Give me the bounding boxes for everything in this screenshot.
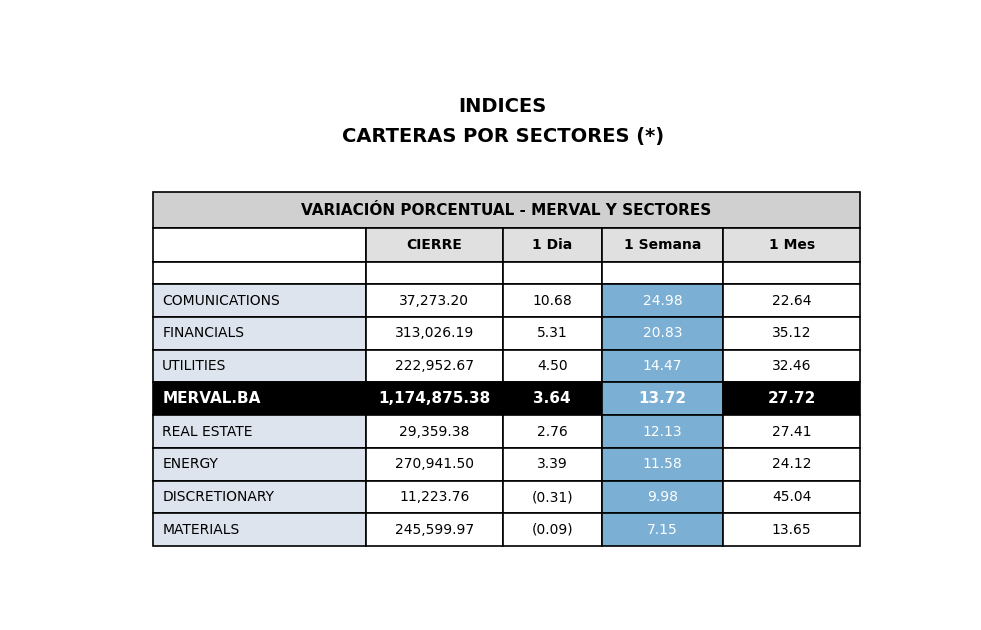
Bar: [153, 382, 366, 415]
Text: 35.12: 35.12: [772, 326, 811, 340]
Bar: [723, 229, 860, 262]
Bar: [601, 284, 723, 317]
Text: UTILITIES: UTILITIES: [162, 359, 227, 373]
Bar: [153, 262, 366, 284]
Bar: [601, 317, 723, 350]
Text: 22.64: 22.64: [772, 294, 811, 307]
Bar: [601, 382, 723, 415]
Text: (0.31): (0.31): [532, 490, 573, 504]
Bar: [503, 317, 601, 350]
Bar: [723, 513, 860, 546]
Bar: [601, 415, 723, 448]
Text: COMUNICATIONS: COMUNICATIONS: [162, 294, 280, 307]
Text: INDICES: INDICES: [459, 98, 546, 117]
Text: 20.83: 20.83: [643, 326, 682, 340]
Text: DISCRETIONARY: DISCRETIONARY: [162, 490, 274, 504]
Bar: [503, 382, 601, 415]
Text: 222,952.67: 222,952.67: [394, 359, 474, 373]
Bar: [366, 262, 503, 284]
Bar: [366, 382, 503, 415]
Text: 2.76: 2.76: [537, 425, 568, 438]
Bar: [503, 350, 601, 382]
Text: 24.12: 24.12: [772, 457, 811, 471]
Bar: [153, 284, 366, 317]
Text: 11.58: 11.58: [643, 457, 683, 471]
Bar: [601, 350, 723, 382]
Text: (0.09): (0.09): [532, 523, 573, 537]
Text: 11,223.76: 11,223.76: [399, 490, 470, 504]
Text: 27.72: 27.72: [767, 391, 816, 406]
Text: MATERIALS: MATERIALS: [162, 523, 239, 537]
Text: 5.31: 5.31: [537, 326, 568, 340]
Text: 13.65: 13.65: [772, 523, 811, 537]
Bar: [366, 229, 503, 262]
Text: 29,359.38: 29,359.38: [399, 425, 470, 438]
Bar: [366, 350, 503, 382]
Text: 10.68: 10.68: [533, 294, 572, 307]
Text: 1 Dia: 1 Dia: [532, 238, 572, 253]
Text: 13.72: 13.72: [639, 391, 687, 406]
Text: 4.50: 4.50: [537, 359, 567, 373]
Text: 27.41: 27.41: [772, 425, 811, 438]
Bar: [723, 350, 860, 382]
Text: VARIACIÓN PORCENTUAL - MERVAL Y SECTORES: VARIACIÓN PORCENTUAL - MERVAL Y SECTORES: [301, 203, 711, 218]
Text: 14.47: 14.47: [643, 359, 682, 373]
Text: 32.46: 32.46: [772, 359, 811, 373]
Bar: [153, 415, 366, 448]
Bar: [366, 284, 503, 317]
Text: 7.15: 7.15: [647, 523, 678, 537]
Text: 24.98: 24.98: [643, 294, 682, 307]
Bar: [503, 415, 601, 448]
Bar: [366, 317, 503, 350]
Text: MERVAL.BA: MERVAL.BA: [162, 391, 261, 406]
Bar: [503, 262, 601, 284]
Bar: [153, 317, 366, 350]
Text: 245,599.97: 245,599.97: [394, 523, 474, 537]
Text: REAL ESTATE: REAL ESTATE: [162, 425, 253, 438]
Bar: [601, 229, 723, 262]
Bar: [366, 513, 503, 546]
Text: 12.13: 12.13: [643, 425, 682, 438]
Bar: [723, 317, 860, 350]
Text: 313,026.19: 313,026.19: [394, 326, 474, 340]
Bar: [503, 284, 601, 317]
Bar: [503, 513, 601, 546]
Bar: [723, 415, 860, 448]
Bar: [153, 448, 366, 481]
Bar: [153, 481, 366, 513]
Bar: [601, 481, 723, 513]
Text: 1 Semana: 1 Semana: [624, 238, 701, 253]
Bar: [503, 448, 601, 481]
Bar: [723, 382, 860, 415]
Text: 9.98: 9.98: [646, 490, 678, 504]
Text: 1 Mes: 1 Mes: [768, 238, 815, 253]
Text: FINANCIALS: FINANCIALS: [162, 326, 244, 340]
Text: CARTERAS POR SECTORES (*): CARTERAS POR SECTORES (*): [341, 127, 664, 146]
Bar: [153, 350, 366, 382]
Bar: [723, 284, 860, 317]
Bar: [503, 481, 601, 513]
Bar: [723, 448, 860, 481]
Text: 3.64: 3.64: [534, 391, 571, 406]
Text: 1,174,875.38: 1,174,875.38: [379, 391, 490, 406]
Text: 45.04: 45.04: [772, 490, 811, 504]
Bar: [601, 448, 723, 481]
Bar: [723, 481, 860, 513]
Text: 37,273.20: 37,273.20: [399, 294, 469, 307]
Bar: [366, 448, 503, 481]
Text: CIERRE: CIERRE: [406, 238, 462, 253]
Text: 3.39: 3.39: [537, 457, 568, 471]
Bar: [601, 513, 723, 546]
Bar: [153, 229, 366, 262]
Bar: [366, 415, 503, 448]
Bar: [503, 229, 601, 262]
Bar: [153, 513, 366, 546]
Text: ENERGY: ENERGY: [162, 457, 218, 471]
Bar: [153, 192, 860, 229]
Bar: [366, 481, 503, 513]
Text: 270,941.50: 270,941.50: [394, 457, 474, 471]
Bar: [723, 262, 860, 284]
Bar: [601, 262, 723, 284]
